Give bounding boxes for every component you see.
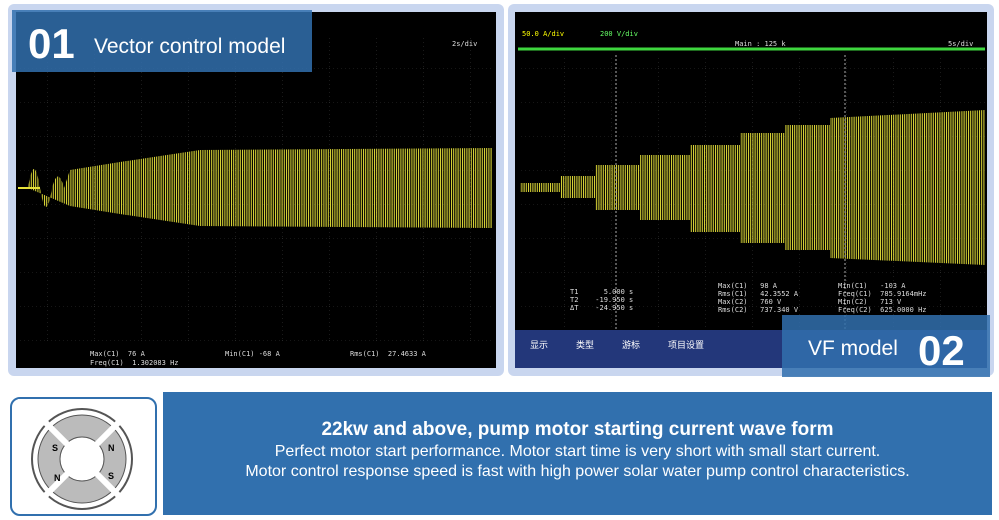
scopes: 01 Vector control model VF model 02 <box>8 4 994 377</box>
measure: Freq(C2) 625.0000 Hz <box>838 306 927 314</box>
timebase: 2s/div <box>452 40 478 48</box>
pole-label: S <box>108 471 114 481</box>
panel-title: Vector control model <box>94 35 285 58</box>
line: Perfect motor start performance. Motor s… <box>274 443 881 460</box>
measure: Min(C2) 713 V <box>838 298 902 306</box>
zoom: Main : 125 k <box>735 40 786 48</box>
channel: 200 V/div <box>600 30 638 38</box>
measure: Min(C1) -68 A <box>225 350 280 358</box>
left-label-box <box>12 10 312 72</box>
measure: Max(C1) 98 A <box>718 282 778 290</box>
measure: Rms(C1) 27.4633 A <box>350 350 426 358</box>
cursor: T1 5.000 s <box>570 288 634 296</box>
measure: Min(C1) -103 A <box>838 282 906 290</box>
pole-label: S <box>52 443 58 453</box>
panel-number: 02 <box>918 327 965 374</box>
menu-item: 项目设置 <box>668 341 705 351</box>
menu-item: 显示 <box>530 341 549 351</box>
measure: Max(C2) 760 V <box>718 298 782 306</box>
cursor: T2 -19.950 s <box>570 296 634 304</box>
right-label-box <box>782 315 990 377</box>
menu: 显示 类型 游标 项目设置 <box>530 338 780 351</box>
motor-diagram: S N S N <box>9 386 155 520</box>
cursors: T1 5.000 s T2 -19.950 s ΔT -24.950 s <box>570 288 633 312</box>
measure: Max(C1) 76 A <box>90 350 145 358</box>
motor-box: S N S N <box>9 386 157 520</box>
measurements: Max(C1) 98 A Rms(C1) 42.3552 A Max(C2) 760… <box>718 282 958 314</box>
cursor: ΔT -24.950 s <box>570 304 634 312</box>
pole-label: N <box>108 443 115 453</box>
heading: 22kw and above, pump motor starting curr… <box>321 419 834 440</box>
panel-number: 01 <box>28 20 75 67</box>
channel: 50.0 A/div <box>522 30 565 38</box>
measure: Freq(C1) 1.302083 Hz <box>90 359 179 367</box>
panel-title: VF model <box>808 337 898 360</box>
pole-label: N <box>54 473 61 483</box>
measure: Rms(C2) 737.340 V <box>718 306 799 314</box>
measure: Freq(C1) 785.9164mHz <box>838 290 927 298</box>
timebase: 5s/div <box>948 40 974 48</box>
menu-item: 游标 <box>622 341 641 351</box>
measure: Rms(C1) 42.3552 A <box>718 290 799 298</box>
left-wave <box>28 148 492 228</box>
banner: 22kw and above, pump motor starting curr… <box>163 392 992 515</box>
menu-item: 类型 <box>576 341 595 351</box>
right-wave <box>520 110 985 265</box>
line: Motor control response speed is fast wit… <box>245 463 910 480</box>
